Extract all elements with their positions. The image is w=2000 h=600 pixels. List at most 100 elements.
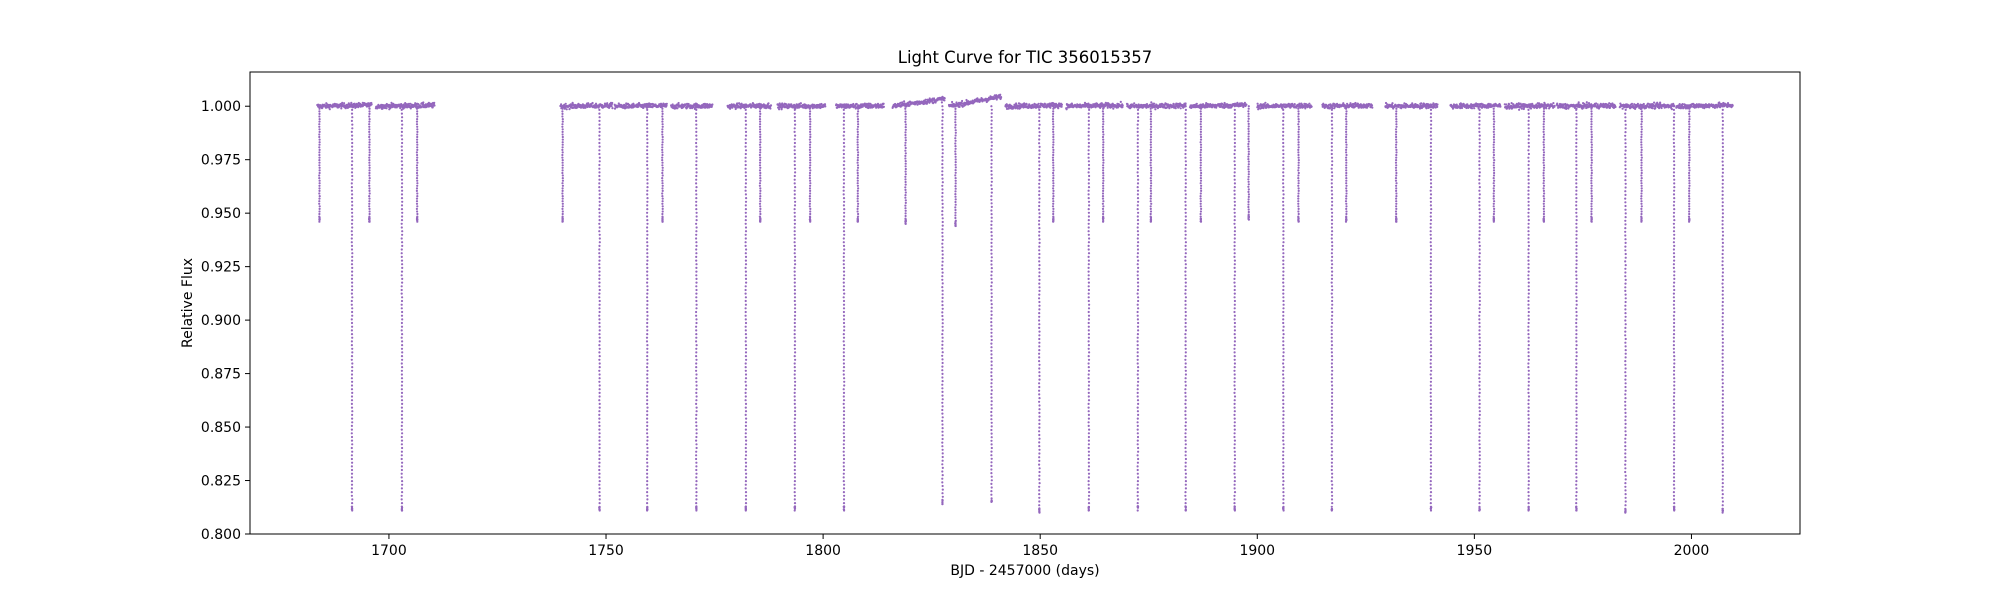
primary-eclipse-point	[990, 241, 993, 244]
baseline-point	[1121, 104, 1124, 107]
primary-eclipse-point	[794, 413, 797, 416]
primary-eclipse-point	[843, 384, 846, 387]
primary-eclipse-point	[744, 314, 747, 317]
primary-eclipse-point	[744, 347, 748, 350]
primary-eclipse-point	[1038, 127, 1041, 130]
primary-eclipse-point	[350, 197, 354, 200]
primary-eclipse-point	[350, 189, 353, 192]
primary-eclipse-point	[744, 145, 747, 148]
primary-eclipse-point	[745, 336, 748, 339]
primary-eclipse-point	[351, 281, 354, 284]
primary-eclipse-point	[646, 248, 649, 251]
primary-eclipse-point	[990, 108, 993, 111]
primary-eclipse-point	[793, 244, 797, 247]
primary-eclipse-point	[990, 202, 993, 205]
primary-eclipse-point	[793, 288, 797, 292]
primary-eclipse-point	[695, 395, 698, 398]
primary-eclipse-point	[350, 112, 354, 115]
primary-eclipse-point	[842, 391, 846, 394]
primary-eclipse-point	[1038, 156, 1041, 159]
primary-eclipse-point	[400, 156, 404, 159]
baseline-point	[1027, 106, 1030, 109]
baseline-point	[908, 104, 911, 107]
primary-eclipse-point	[400, 424, 403, 427]
primary-eclipse-point	[990, 245, 993, 248]
primary-eclipse-point	[1038, 426, 1041, 429]
primary-eclipse-point	[598, 266, 601, 269]
primary-eclipse-point	[1038, 264, 1041, 267]
primary-eclipse-point	[350, 432, 353, 435]
baseline-point	[1065, 108, 1068, 111]
primary-eclipse-point	[1038, 160, 1041, 163]
primary-eclipse-point	[695, 292, 698, 295]
primary-eclipse-point	[744, 174, 747, 178]
primary-eclipse-point	[400, 502, 404, 505]
primary-eclipse-point	[598, 303, 601, 306]
primary-eclipse-point	[598, 413, 601, 416]
primary-eclipse-point	[695, 197, 698, 200]
primary-eclipse-point	[941, 376, 944, 379]
primary-eclipse-point	[401, 241, 404, 244]
primary-eclipse-point	[842, 259, 845, 262]
primary-eclipse-point	[351, 351, 354, 354]
primary-eclipse-point	[1038, 374, 1041, 377]
primary-eclipse-point	[400, 274, 403, 277]
primary-eclipse-point	[990, 105, 993, 108]
primary-eclipse-point	[350, 130, 353, 133]
primary-eclipse-point	[1038, 319, 1041, 322]
primary-eclipse-point	[842, 127, 845, 130]
primary-eclipse-point	[793, 491, 796, 494]
primary-eclipse-point	[646, 281, 649, 284]
primary-eclipse-point	[598, 174, 601, 178]
primary-eclipse-point	[990, 425, 993, 428]
primary-eclipse-point	[695, 369, 698, 372]
primary-eclipse-point	[990, 274, 993, 277]
primary-eclipse-point	[842, 465, 845, 468]
primary-eclipse-point	[793, 446, 797, 450]
baseline-point	[587, 102, 590, 105]
primary-eclipse-point	[990, 346, 993, 349]
primary-eclipse-point	[744, 204, 747, 207]
baseline-point	[868, 104, 871, 107]
primary-eclipse-point	[941, 502, 944, 506]
primary-eclipse-point	[400, 288, 403, 292]
primary-eclipse-point	[990, 392, 993, 396]
baseline-point	[1560, 103, 1563, 106]
primary-eclipse-point	[351, 255, 354, 258]
baseline-point	[1308, 102, 1311, 105]
primary-eclipse-point	[1038, 378, 1041, 381]
baseline-point	[624, 104, 628, 107]
primary-eclipse-point	[793, 105, 796, 108]
primary-eclipse-point	[744, 296, 748, 299]
primary-eclipse-point	[744, 406, 747, 409]
primary-eclipse-point	[744, 219, 747, 222]
primary-eclipse-point	[842, 388, 845, 391]
primary-eclipse-point	[695, 277, 698, 280]
primary-eclipse-point	[1038, 345, 1041, 348]
primary-eclipse-point	[695, 355, 698, 358]
baseline-point	[1154, 108, 1157, 111]
primary-eclipse-point	[941, 253, 944, 256]
primary-eclipse-point	[646, 399, 649, 402]
primary-eclipse-point	[598, 200, 601, 203]
primary-eclipse-point	[990, 321, 993, 324]
primary-eclipse-point	[990, 234, 993, 237]
primary-eclipse-point	[598, 244, 601, 247]
primary-eclipse-point	[744, 505, 748, 508]
baseline-point	[1556, 102, 1559, 105]
primary-eclipse-point	[941, 166, 944, 169]
primary-eclipse-point	[695, 281, 698, 284]
primary-eclipse-point	[1038, 308, 1041, 311]
primary-eclipse-point	[990, 418, 993, 421]
primary-eclipse-point	[400, 292, 403, 295]
primary-eclipse-point	[744, 255, 748, 258]
primary-eclipse-point	[400, 119, 403, 122]
baseline-point	[610, 105, 613, 108]
primary-eclipse-point	[843, 344, 846, 347]
primary-eclipse-point	[1038, 352, 1041, 355]
primary-eclipse-point	[744, 369, 747, 372]
primary-eclipse-point	[350, 163, 353, 167]
primary-eclipse-point	[941, 351, 944, 354]
primary-eclipse-point	[744, 428, 748, 431]
